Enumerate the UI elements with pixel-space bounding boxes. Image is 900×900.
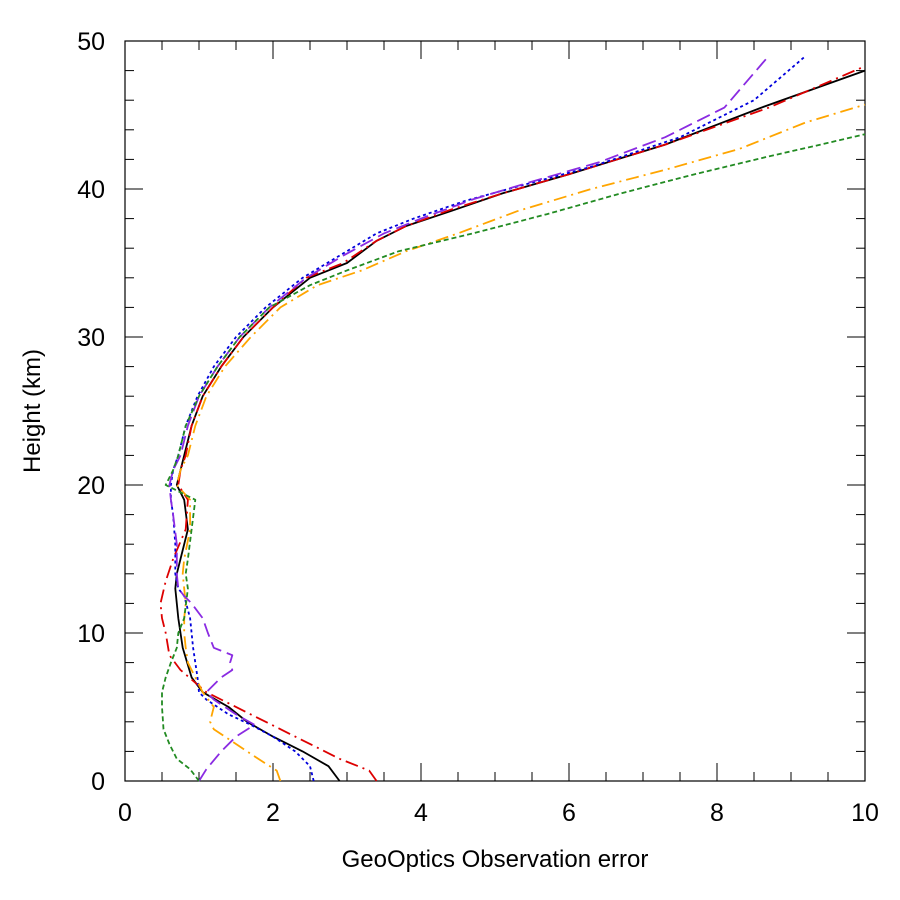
- series-line-2: [159, 65, 866, 782]
- series-line-3: [170, 55, 807, 782]
- ticks: [124, 40, 866, 782]
- x-tick-label: 8: [710, 799, 724, 827]
- series-line-5: [168, 55, 770, 782]
- y-axis-title: Height (km): [19, 349, 46, 473]
- plot-frame: [124, 40, 866, 782]
- x-tick-label: 0: [118, 799, 132, 827]
- x-tick-label: 4: [414, 799, 428, 827]
- y-tick-label: 30: [77, 324, 105, 352]
- tick-labels: 0 2 4 6 8 10 0 10 20 30 40 50: [77, 28, 879, 827]
- series-line-6: [161, 133, 866, 782]
- x-axis-title: GeoOptics Observation error: [342, 846, 649, 873]
- x-tick-label: 6: [562, 799, 576, 827]
- x-tick-label: 2: [266, 799, 280, 827]
- series-layer: [159, 55, 866, 782]
- y-tick-label: 20: [77, 472, 105, 500]
- y-tick-label: 50: [77, 28, 105, 56]
- x-tick-label: 10: [851, 799, 879, 827]
- series-line-4: [175, 103, 866, 782]
- y-tick-label: 0: [91, 768, 105, 796]
- y-tick-label: 10: [77, 620, 105, 648]
- y-tick-label: 40: [77, 176, 105, 204]
- series-line-1: [174, 69, 866, 782]
